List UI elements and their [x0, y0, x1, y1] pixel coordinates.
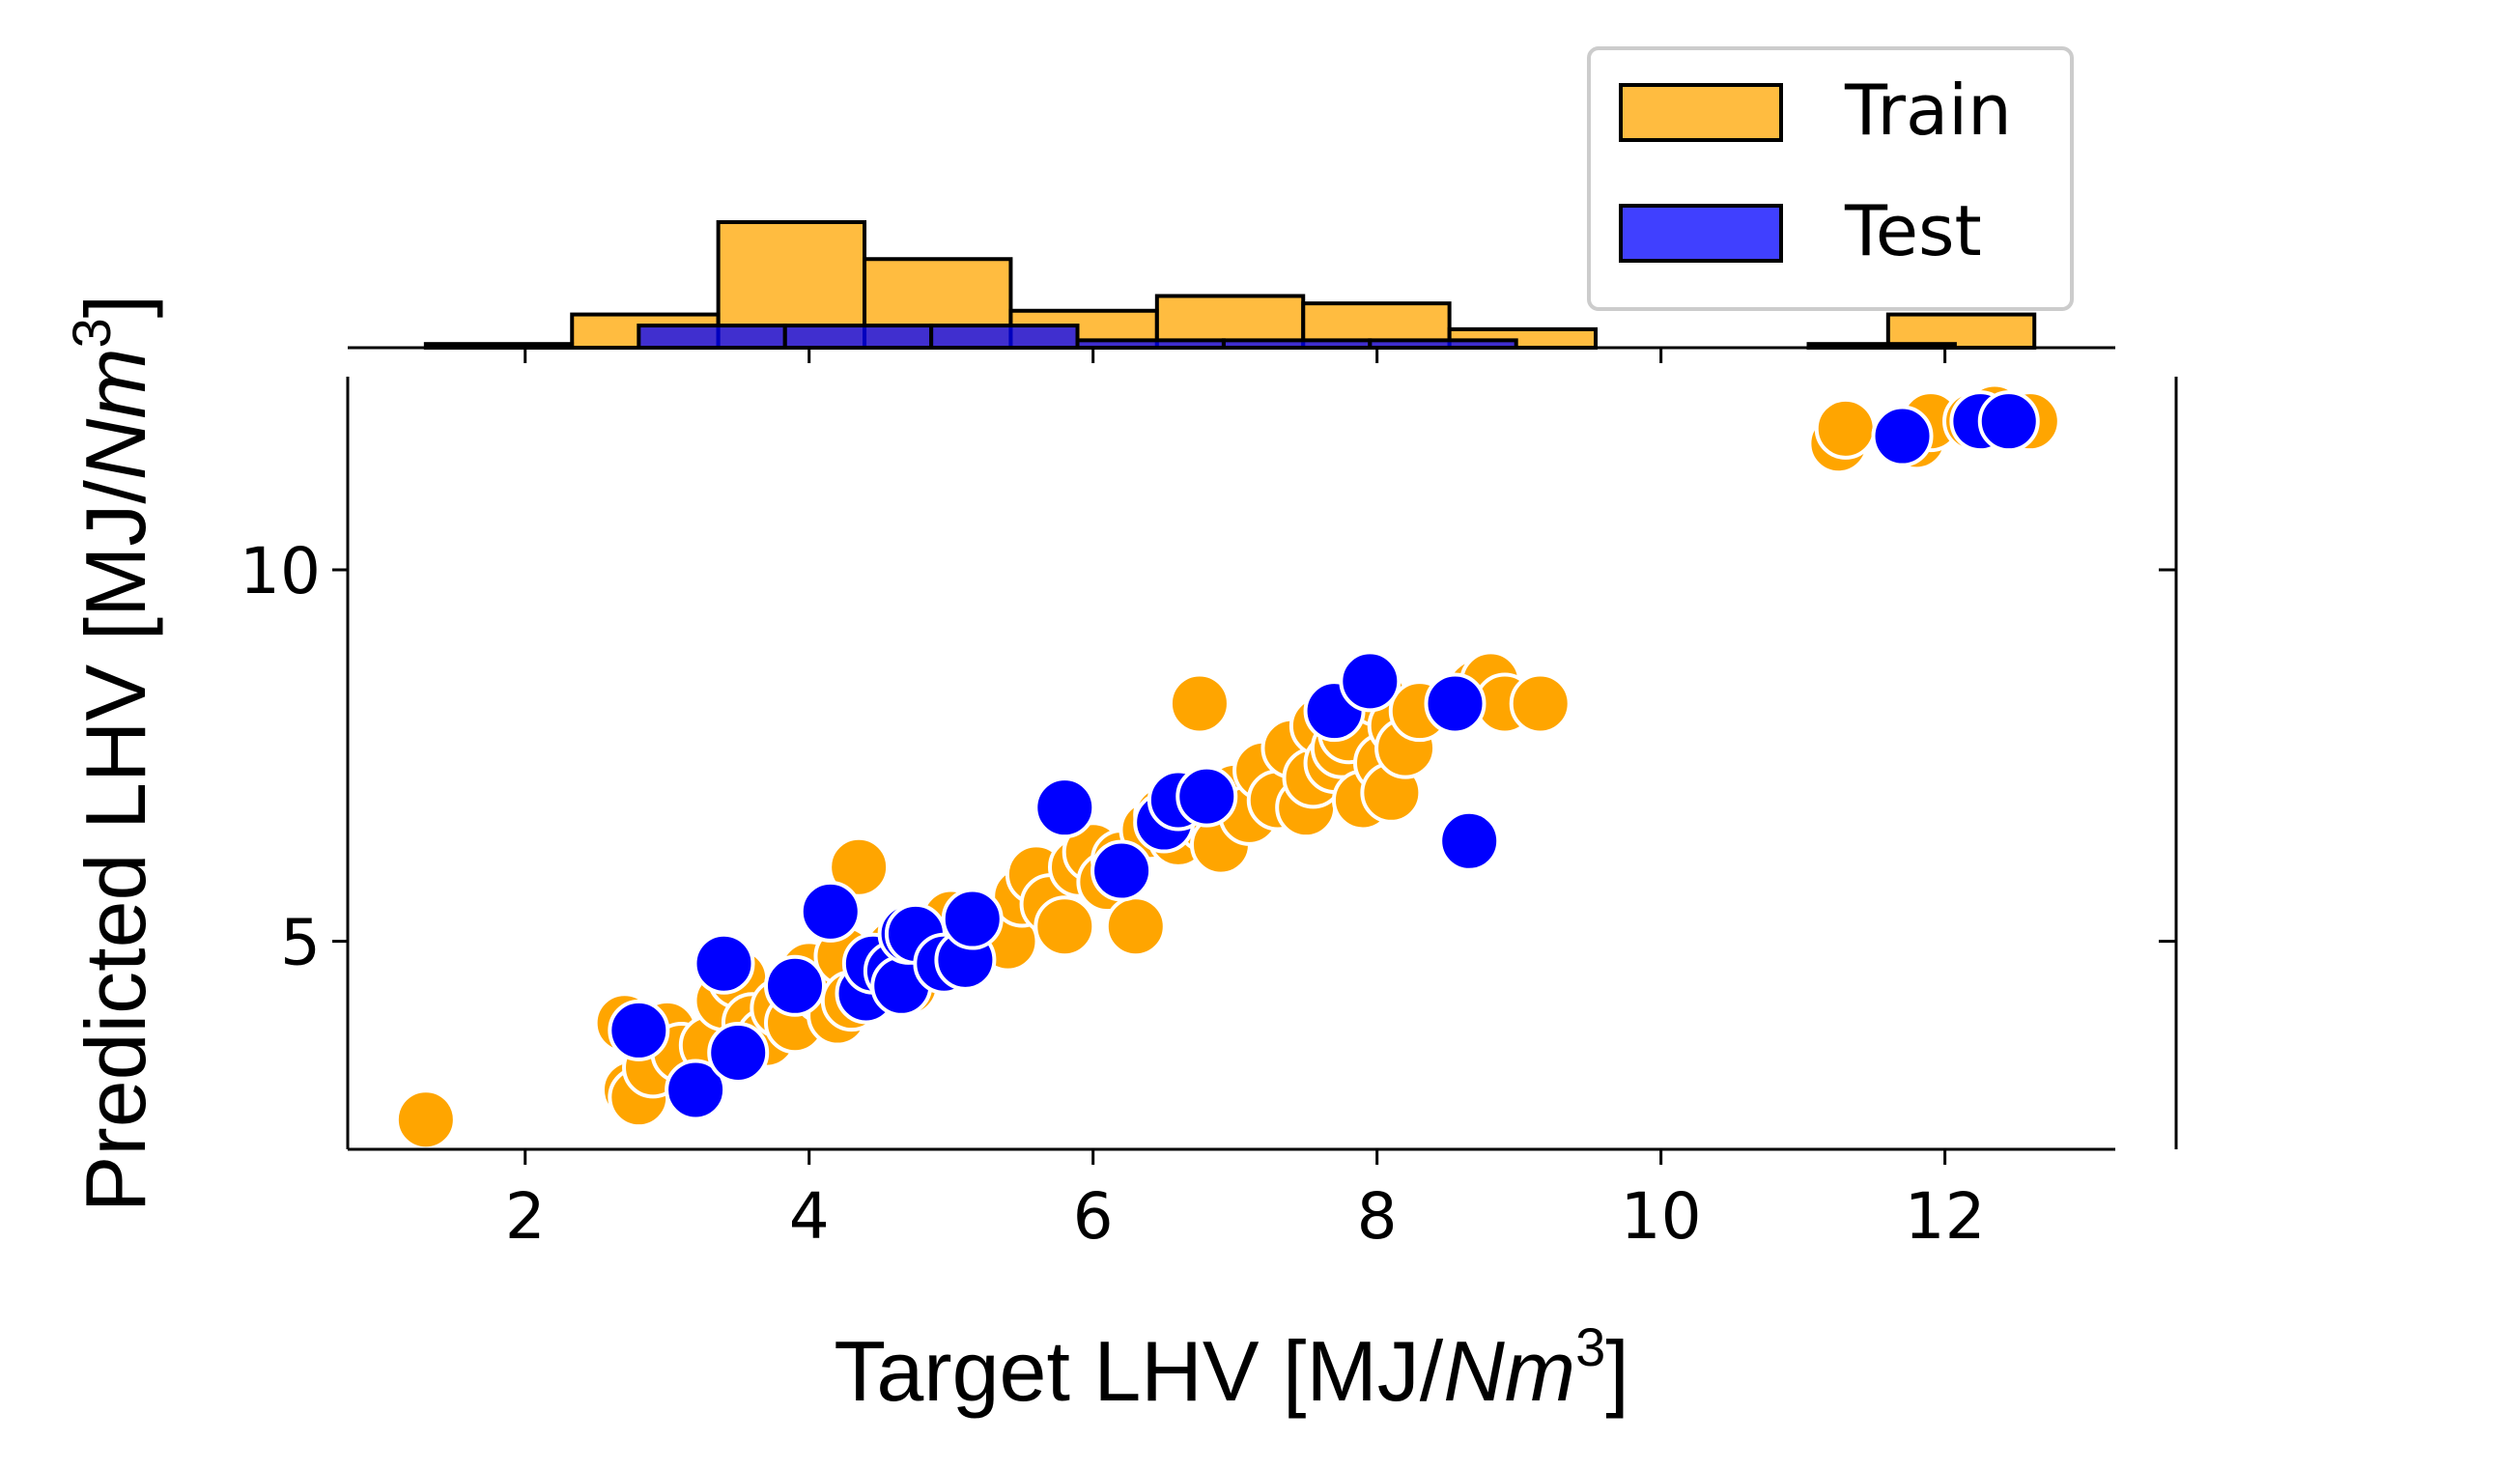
- y-axis-title-sup: 3: [61, 318, 122, 348]
- y-axis-title-main: Predicted LHV [MJ/: [68, 480, 163, 1213]
- x-axis-title-sup: 3: [1575, 1316, 1605, 1377]
- x-axis-ticks: 2 4 6 8 10 12: [505, 348, 1986, 1254]
- scatter-point-train: [1104, 895, 1167, 958]
- right-marginal-axis: [2159, 377, 2178, 1149]
- y-axis-title-unit: Nm: [68, 348, 163, 480]
- histogram-bar-test: [782, 324, 934, 351]
- scatter-point-test: [1090, 839, 1153, 902]
- legend-swatch-test: [1619, 204, 1783, 263]
- x-tick-label: 6: [1073, 1179, 1114, 1254]
- legend-label-train: Train: [1844, 70, 2012, 151]
- histogram-bar-test: [929, 324, 1080, 351]
- scatter-point-train: [394, 1088, 457, 1151]
- scatter-point-train: [1814, 397, 1877, 460]
- scatter-point-test: [1424, 672, 1487, 735]
- scatter-point-test: [941, 888, 1004, 950]
- scatter-point-test: [1175, 765, 1238, 828]
- x-tick-label: 2: [505, 1179, 546, 1254]
- x-axis-title-close: ]: [1605, 1323, 1628, 1419]
- scatter-point-test: [1977, 390, 2040, 453]
- y-tick-label: 5: [280, 906, 321, 980]
- x-tick-label: 10: [1621, 1179, 1702, 1254]
- scatter-point-test: [707, 1022, 770, 1084]
- x-axis-title-main: Target LHV [MJ/: [834, 1323, 1443, 1419]
- scatter-point-train: [828, 835, 891, 898]
- x-tick-label: 12: [1905, 1179, 1986, 1254]
- legend-label-test: Test: [1844, 190, 1982, 271]
- scatter-point-test: [693, 932, 755, 995]
- scatter-points: [394, 382, 2061, 1151]
- scatter-point-test: [799, 880, 862, 943]
- x-axis-title: Target LHV [MJ/Nm3]: [834, 1316, 1628, 1419]
- scatter-point-train: [1168, 672, 1231, 735]
- scatter-point-test: [1033, 777, 1096, 839]
- y-axis-title: Predicted LHV [MJ/Nm3]: [61, 295, 163, 1213]
- legend: Train Test: [1587, 46, 2074, 311]
- x-axis-title-unit: Nm: [1443, 1323, 1575, 1419]
- legend-swatch-train: [1619, 83, 1783, 142]
- x-tick-label: 8: [1357, 1179, 1398, 1254]
- scatter-point-test: [1339, 650, 1402, 713]
- x-tick-label: 4: [789, 1179, 830, 1254]
- scatter-point-train: [1033, 895, 1096, 958]
- y-tick-label: 10: [240, 534, 321, 608]
- scatter-point-test: [608, 999, 670, 1061]
- scatter-point-test: [665, 1059, 727, 1121]
- scatter-point-test: [764, 954, 827, 1017]
- scatter-point-train: [1509, 672, 1571, 735]
- scatter-point-test: [1438, 809, 1501, 872]
- main-axes-frame: [346, 377, 2115, 1151]
- y-axis-ticks: 5 10: [240, 534, 348, 980]
- histogram-bar-test: [637, 324, 787, 351]
- y-axis-title-close: ]: [68, 295, 163, 318]
- scatter-point-test: [1871, 405, 1934, 467]
